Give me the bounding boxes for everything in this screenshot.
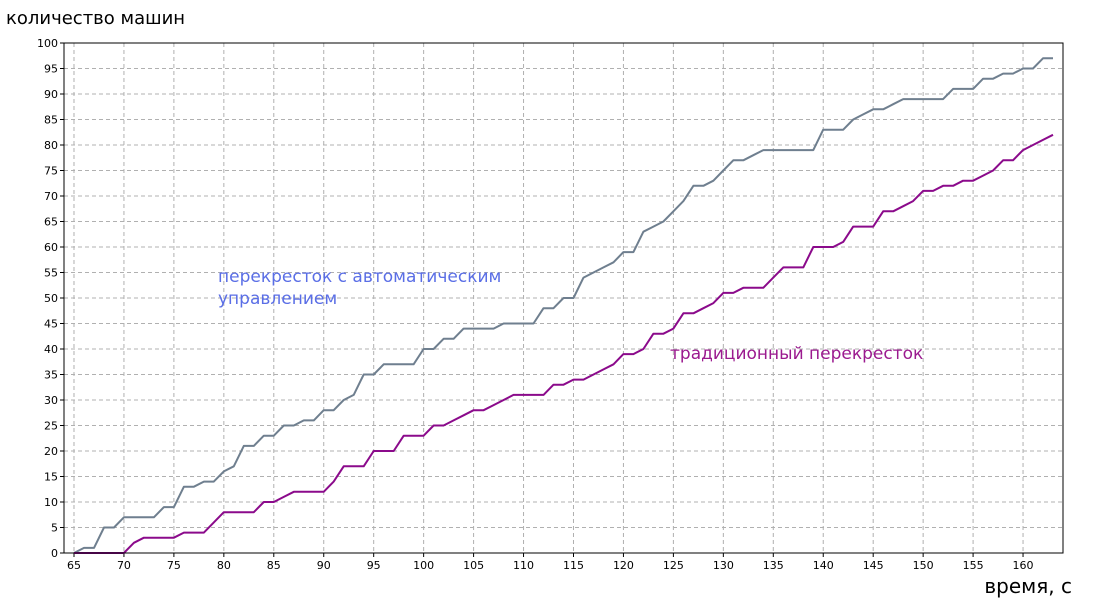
y-tick-label: 20	[44, 445, 58, 458]
y-tick-label: 65	[44, 216, 58, 229]
x-tick-label: 85	[267, 559, 281, 572]
y-axis-label: количество машин	[6, 8, 186, 29]
y-tick-label: 70	[44, 190, 58, 203]
y-tick-label: 55	[44, 267, 58, 280]
x-tick-label: 120	[613, 559, 634, 572]
x-tick-label: 95	[367, 559, 381, 572]
y-tick-label: 25	[44, 420, 58, 433]
y-tick-label: 10	[44, 496, 58, 509]
series-line-traditional	[74, 133, 1054, 554]
x-tick-label: 130	[713, 559, 734, 572]
y-tick-label: 35	[44, 369, 58, 382]
x-tick-label: 90	[317, 559, 331, 572]
series-line-automatic	[73, 57, 1053, 554]
y-tick-label: 40	[44, 343, 58, 356]
y-tick-label: 15	[44, 471, 58, 484]
annotation-auto-line2: управлением	[218, 289, 337, 309]
x-tick-label: 105	[463, 559, 484, 572]
x-tick-label: 145	[863, 559, 884, 572]
y-tick-label: 90	[44, 88, 58, 101]
x-axis-label: время, с	[984, 574, 1072, 598]
x-tick-label: 110	[513, 559, 534, 572]
y-tick-label: 30	[44, 394, 58, 407]
y-tick-label: 0	[51, 547, 58, 560]
x-tick-label: 155	[963, 559, 984, 572]
y-tick-label: 85	[44, 114, 58, 127]
annotation-traditional: традиционный перекресток	[670, 344, 923, 364]
y-tick-label: 60	[44, 241, 58, 254]
y-tick-label: 80	[44, 139, 58, 152]
x-tick-label: 150	[913, 559, 934, 572]
x-tick-label: 65	[67, 559, 81, 572]
x-tick-label: 115	[563, 559, 584, 572]
y-tick-label: 45	[44, 318, 58, 331]
y-tick-label: 5	[51, 522, 58, 535]
x-tick-label: 70	[117, 559, 131, 572]
x-tick-label: 160	[1013, 559, 1034, 572]
y-tick-label: 50	[44, 292, 58, 305]
y-axis-ticks: 0 5 10 15 20 25 30 35 40 45 50 55 60 65 70 75 80 85 90 95 10…	[37, 37, 64, 560]
x-tick-label: 100	[413, 559, 434, 572]
x-tick-label: 140	[813, 559, 834, 572]
y-tick-label: 95	[44, 63, 58, 76]
x-tick-label: 75	[167, 559, 181, 572]
plot-frame	[63, 42, 1064, 554]
y-tick-label: 75	[44, 165, 58, 178]
series-group	[73, 57, 1054, 554]
x-tick-label: 135	[763, 559, 784, 572]
y-tick-label: 100	[37, 37, 58, 50]
x-tick-label: 125	[663, 559, 684, 572]
annotation-auto-line1: перекресток с автоматическим	[218, 267, 501, 287]
x-tick-label: 80	[217, 559, 231, 572]
x-axis-ticks: 65 70 75 80 85 90 95 100 105 110 115 120 125 130 135 14…	[67, 553, 1034, 572]
